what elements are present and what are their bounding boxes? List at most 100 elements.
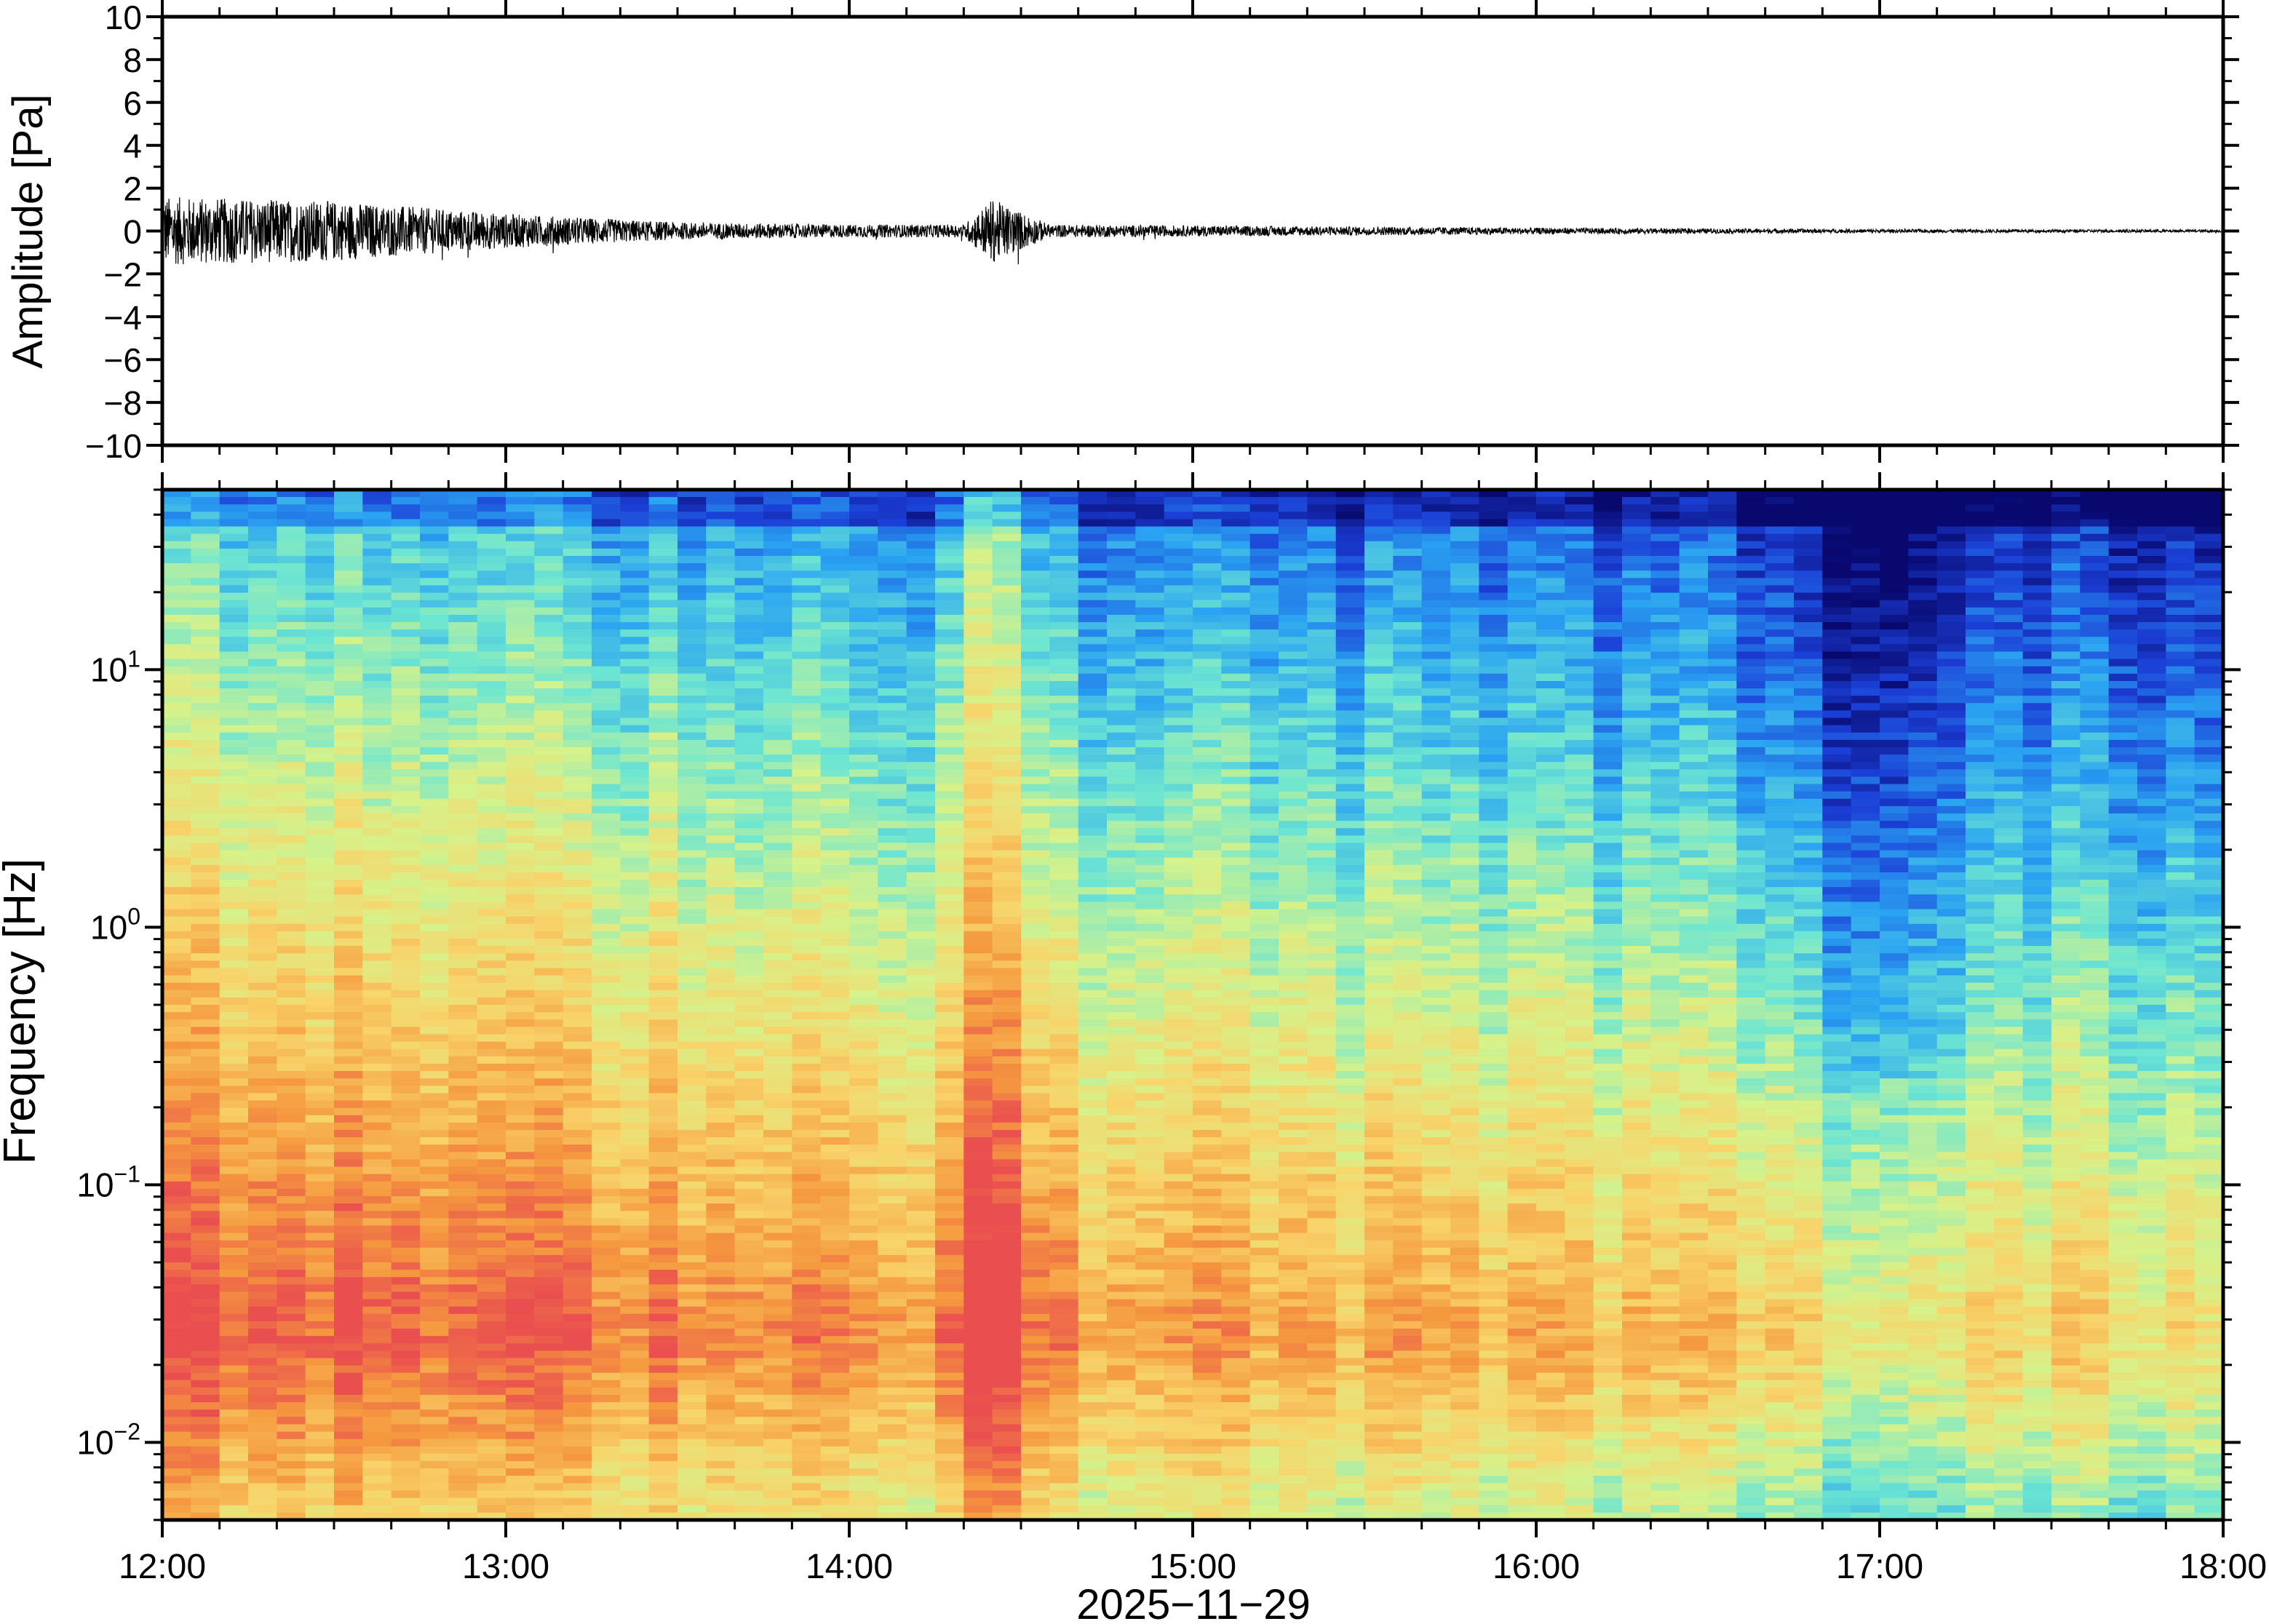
spectrogram-cell	[563, 762, 592, 771]
spectrogram-cell	[219, 1048, 249, 1057]
spectrogram-cell	[534, 592, 564, 601]
spectrogram-cell	[849, 1284, 879, 1293]
spectrogram-cell	[648, 592, 678, 601]
spectrogram-cell	[820, 784, 850, 792]
spectrogram-cell	[963, 1034, 993, 1043]
spectrogram-cell	[448, 1012, 478, 1021]
spectrogram-cell	[963, 1468, 993, 1477]
spectrogram-cell	[1135, 725, 1165, 733]
spectrogram-cell	[792, 990, 822, 998]
spectrogram-cell	[162, 658, 192, 667]
spectrogram-cell	[820, 1387, 850, 1396]
spectrogram-cell	[334, 982, 364, 991]
spectrogram-cell	[219, 688, 249, 696]
spectrogram-cell	[1078, 622, 1108, 630]
spectrogram-cell	[506, 1211, 536, 1219]
spectrogram-cell	[677, 1409, 707, 1418]
spectrogram-cell	[248, 1181, 278, 1190]
spectrogram-cell	[734, 1380, 764, 1388]
spectrogram-cell	[420, 1329, 450, 1337]
spectrogram-cell	[305, 747, 335, 755]
spectrogram-cell	[992, 1446, 1022, 1454]
spectrogram-cell	[506, 960, 536, 969]
spectrogram-cell	[963, 1438, 993, 1447]
spectrogram-cell	[935, 1100, 965, 1109]
spectrogram-cell	[963, 570, 993, 579]
spectrogram-cell	[305, 1497, 335, 1506]
spectrogram-cell	[935, 894, 965, 903]
spectrogram-cell	[448, 1211, 478, 1219]
spectrogram-cell	[191, 931, 220, 939]
spectrogram-cell	[706, 887, 736, 896]
spectrogram-cell	[734, 1395, 764, 1403]
spectrogram-cell	[963, 1056, 993, 1064]
spectrogram-cell	[448, 637, 478, 645]
spectrogram-cell	[334, 916, 364, 925]
spectrogram-cell	[820, 1086, 850, 1094]
spectrogram-cell	[906, 1313, 936, 1322]
spectrogram-cell	[963, 1247, 993, 1256]
spectrogram-cell	[1078, 497, 1108, 506]
spectrogram-cell	[534, 614, 564, 623]
spectrogram-cell	[1135, 717, 1165, 726]
spectrogram-cell	[334, 1409, 364, 1418]
spectrogram-cell	[534, 938, 564, 947]
spectrogram-cell	[277, 1277, 306, 1286]
spectrogram-cell	[1021, 710, 1051, 719]
waveform-series	[162, 197, 2223, 265]
spectrogram-cell	[620, 769, 650, 778]
spectrogram-cell	[763, 1446, 793, 1454]
spectrogram-cell	[334, 1262, 364, 1270]
spectrogram-cell	[563, 1041, 592, 1050]
spectrogram-cell	[248, 1100, 278, 1109]
spectrogram-cell	[1078, 1512, 1108, 1520]
spectrogram-cell	[1107, 533, 1137, 542]
spectrogram-cell	[1135, 541, 1165, 549]
spectrogram-cell	[362, 1299, 392, 1307]
spectrogram-cell	[677, 541, 707, 549]
spectrogram-cell	[820, 828, 850, 837]
spectrogram-cell	[334, 1012, 364, 1021]
spectrogram-cell	[391, 1254, 421, 1263]
spectrogram-cell	[677, 1048, 707, 1057]
spectrogram-cell	[420, 1446, 450, 1454]
spectrogram-cell	[992, 821, 1022, 829]
spectrogram-cell	[1021, 1218, 1051, 1227]
spectrogram-cell	[277, 739, 306, 748]
spectrogram-cell	[248, 938, 278, 947]
spectrogram-cell	[477, 1211, 506, 1219]
spectrogram-cell	[191, 872, 220, 880]
spectrogram-cell	[906, 901, 936, 910]
spectrogram-cell	[248, 1321, 278, 1329]
spectrogram-cell	[334, 1233, 364, 1241]
spectrogram-cell	[162, 923, 192, 932]
spectrogram-cell	[1107, 607, 1137, 616]
spectrogram-cell	[506, 490, 536, 498]
spectrogram-cell	[162, 1078, 192, 1087]
spectrogram-cell	[820, 519, 850, 528]
spectrogram-cell	[706, 1181, 736, 1190]
spectrogram-cell	[849, 946, 879, 954]
spectrogram-cell	[420, 673, 450, 682]
spectrogram-cell	[734, 1329, 764, 1337]
spectrogram-cell	[1107, 1225, 1137, 1234]
spectrogram-cell	[1107, 1483, 1137, 1492]
spectrogram-cell	[734, 578, 764, 586]
spectrogram-cell	[792, 1483, 822, 1492]
spectrogram-cell	[477, 585, 506, 594]
spectrogram-cell	[219, 1483, 249, 1492]
spectrogram-cell	[219, 805, 249, 814]
spectrogram-cell	[1049, 909, 1079, 918]
spectrogram-cell	[1078, 1387, 1108, 1396]
spectrogram-cell	[362, 1181, 392, 1190]
spectrogram-cell	[277, 1181, 306, 1190]
spectrogram-cell	[677, 1129, 707, 1138]
spectrogram-cell	[620, 923, 650, 932]
spectrogram-cell	[792, 1402, 822, 1411]
spectrogram-cell	[963, 1476, 993, 1484]
spectrogram-cell	[506, 1387, 536, 1396]
spectrogram-cell	[420, 946, 450, 954]
spectrogram-cell	[1078, 696, 1108, 704]
spectrogram-cell	[506, 872, 536, 880]
spectrogram-cell	[1135, 1012, 1165, 1021]
